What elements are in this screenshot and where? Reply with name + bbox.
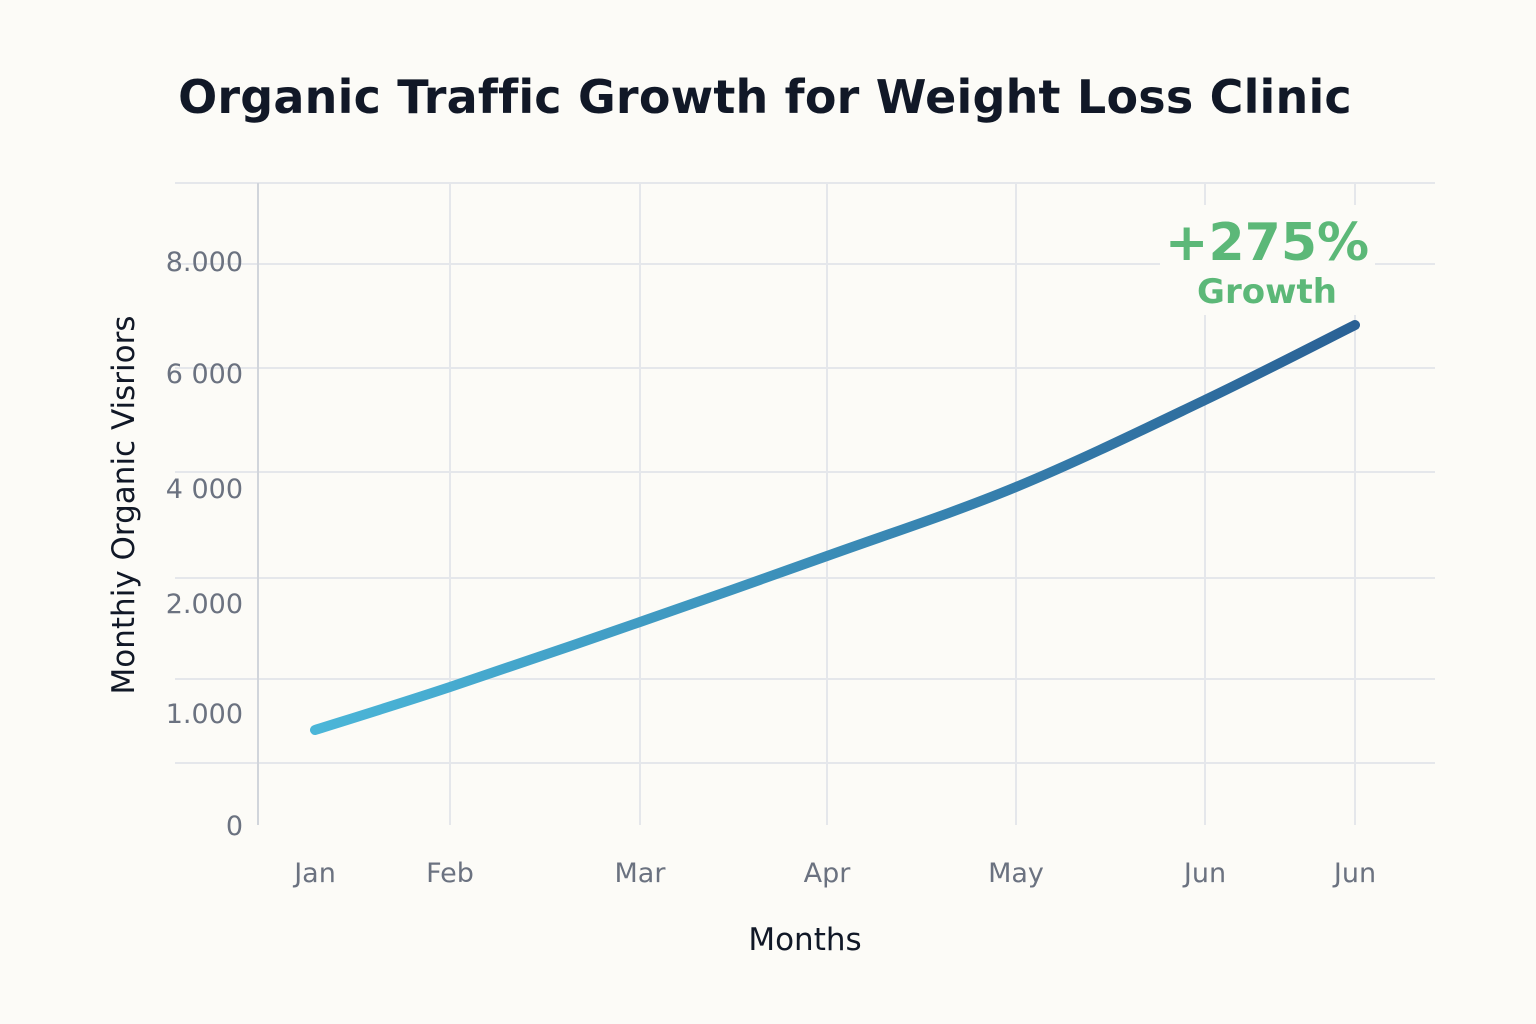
tick-labels: 0 1.000 2.000 4 000 6 000 8.000 Jan Feb Mar Apr Ma… (166, 247, 1376, 889)
grid (175, 182, 1435, 825)
x-tick-label: Jun (1182, 858, 1226, 889)
series (310, 320, 1360, 735)
x-tick-label: Feb (426, 858, 474, 889)
x-tick-label: Jan (292, 858, 336, 889)
x-tick-label: Jun (1332, 858, 1376, 889)
y-tick-label: 0 (226, 811, 243, 842)
chart-title: Organic Traffic Growth for Weight Loss C… (178, 70, 1352, 124)
y-tick-label: 6 000 (166, 359, 243, 390)
series-line (310, 320, 1360, 735)
y-tick-label: 8.000 (166, 247, 243, 278)
y-tick-label: 1.000 (166, 699, 243, 730)
x-tick-label: Mar (615, 858, 667, 889)
annotation-bg (1160, 205, 1375, 315)
annotation-label: Growth (1197, 272, 1337, 312)
y-tick-label: 2.000 (166, 589, 243, 620)
y-axis-title: Monthiy Organic Visriors (106, 316, 142, 695)
axes (257, 183, 1435, 827)
y-tick-label: 4 000 (166, 474, 243, 505)
x-tick-label: May (988, 858, 1044, 889)
annotation-value: +275% (1165, 213, 1369, 273)
x-axis-title: Months (748, 922, 861, 958)
annotation: +275%Growth (1160, 205, 1375, 315)
x-tick-label: Apr (804, 858, 852, 889)
